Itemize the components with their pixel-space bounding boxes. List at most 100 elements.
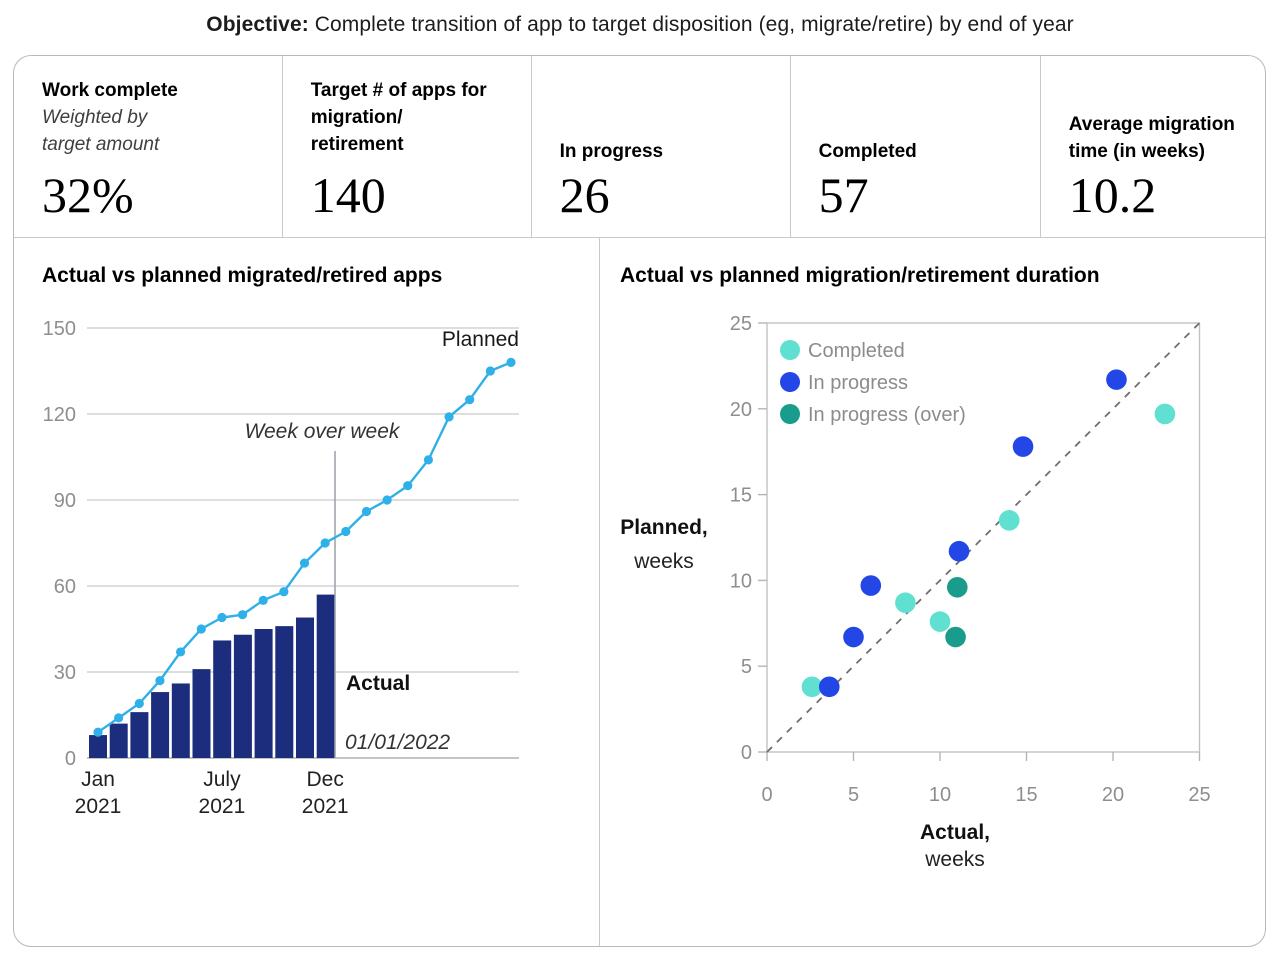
scatter-point-completed <box>801 676 823 698</box>
kpi-completed: Completed 57 <box>789 56 1040 237</box>
y-axis-tick-label: 25 <box>730 313 752 335</box>
kpi-target-apps: Target # of apps for migration/ retireme… <box>281 56 531 237</box>
planned-line-point <box>299 558 310 568</box>
actual-bar <box>254 629 273 758</box>
y-axis-tick-label: 90 <box>54 490 76 512</box>
planned-line-point <box>361 506 372 517</box>
y-axis-tick-label: 150 <box>43 318 76 340</box>
x-axis-tick-label: 10 <box>929 784 951 806</box>
planned-line-point <box>176 647 186 657</box>
planned-line-point <box>258 595 268 605</box>
actual-bar <box>89 735 107 758</box>
actual-bar <box>213 640 232 758</box>
y-axis-title: Planned, <box>620 516 708 539</box>
x-axis-tick-label: 25 <box>1188 784 1210 806</box>
scatter-point-completed <box>929 611 951 632</box>
planned-line-point <box>237 610 248 620</box>
migrated-apps-chart: 0 30 60 90 120 150 Jan 2021 July 2021 Dec 2021 Plann… <box>43 318 519 818</box>
planned-line-point <box>506 357 516 367</box>
x-axis-tick-label: Dec <box>306 768 343 791</box>
y-axis-title-units: weeks <box>633 550 694 573</box>
legend-label-in-progress-over: In progress (over) <box>808 404 966 426</box>
kpi-label: Average migration time (in weeks) <box>1068 114 1235 162</box>
planned-line-point <box>423 455 433 465</box>
scatter-point-in-progress-over <box>947 576 968 598</box>
cutoff-date-label: 01/01/2022 <box>345 731 450 754</box>
actual-bar <box>151 692 170 758</box>
scatter-point-in-progress <box>818 676 840 698</box>
x-axis-tick-label: 0 <box>761 784 772 806</box>
actual-bar <box>316 594 335 758</box>
y-axis-tick-label: 20 <box>730 399 752 421</box>
legend-swatch-in-progress-over <box>780 404 800 424</box>
y-axis-tick-label: 120 <box>43 404 76 426</box>
y-axis-tick-label: 30 <box>54 662 76 684</box>
kpi-avg-migration-time: Average migration time (in weeks) 10.2 <box>1039 56 1265 237</box>
charts-area: 0 30 60 90 120 150 Jan 2021 July 2021 Dec 2021 Plann… <box>14 238 1265 946</box>
x-axis-tick-label: Jan <box>81 768 115 791</box>
kpi-in-progress: In progress 26 <box>530 56 790 237</box>
x-axis-tick-label: 5 <box>848 784 859 806</box>
left-chart-title: Actual vs planned migrated/retired apps <box>42 264 443 287</box>
actual-bar <box>171 683 190 758</box>
migrated-apps-panel: 0 30 60 90 120 150 Jan 2021 July 2021 Dec 2021 Plann… <box>14 238 599 946</box>
planned-line-point <box>485 366 495 376</box>
actual-bar <box>192 669 211 758</box>
legend-swatch-completed <box>780 340 800 360</box>
plot-border <box>766 322 1201 753</box>
planned-line-point <box>114 713 124 723</box>
actual-bar <box>109 723 128 758</box>
planned-line-point <box>341 526 351 537</box>
kpi-value: 57 <box>818 167 869 223</box>
objective-header: Objective: Complete transition of app to… <box>0 13 1280 37</box>
actual-bar <box>233 634 252 758</box>
right-chart-title: Actual vs planned migration/retirement d… <box>620 264 1100 287</box>
planned-line-point <box>403 481 413 491</box>
y-axis-tick-label: 0 <box>65 748 76 770</box>
kpi-label: Completed <box>818 141 917 162</box>
kpi-label: Target # of apps for migration/ retireme… <box>310 80 487 155</box>
actual-bar <box>275 626 294 758</box>
planned-line-point <box>196 624 206 634</box>
kpi-value: 32% <box>42 167 134 223</box>
kpi-label: In progress <box>559 141 664 162</box>
actual-bar <box>296 617 314 758</box>
x-axis-title-units: weeks <box>924 848 985 871</box>
kpi-sublabel: Weighted by target amount <box>42 107 160 155</box>
planned-line-point <box>465 395 475 405</box>
scatter-point-in-progress <box>1012 436 1034 457</box>
scatter-point-completed <box>895 592 916 614</box>
planned-line-point <box>134 698 144 709</box>
duration-scatter-chart: 0 5 10 15 20 25 0 5 10 15 20 25 Completed In progress… <box>620 313 1210 871</box>
kpi-value: 10.2 <box>1068 167 1157 223</box>
planned-line-point <box>320 538 330 548</box>
parity-diagonal-line <box>766 322 1201 753</box>
kpi-value: 140 <box>310 167 386 223</box>
scatter-point-in-progress-over <box>945 626 966 648</box>
planned-line-point <box>444 412 454 422</box>
actual-bars-label: Actual <box>346 672 410 695</box>
x-axis-title: Actual, <box>920 821 990 844</box>
y-axis-tick-label: 15 <box>730 485 752 507</box>
x-axis-tick-label: 2021 <box>302 795 349 818</box>
scatter-point-completed <box>998 510 1020 531</box>
planned-line-point <box>217 612 227 623</box>
x-axis-tick-label: 2021 <box>75 795 122 818</box>
kpi-value: 26 <box>559 167 610 223</box>
y-axis-tick-label: 10 <box>730 570 752 592</box>
week-over-week-label: Week over week <box>245 420 401 443</box>
objective-label: Objective: <box>206 13 309 36</box>
dashboard-card: Work complete Weighted by target amount … <box>13 55 1266 947</box>
legend-swatch-in-progress <box>780 372 800 392</box>
scatter-point-in-progress <box>948 540 970 562</box>
scatter-point-in-progress <box>860 575 882 596</box>
scatter-point-completed <box>1154 403 1176 425</box>
y-axis-tick-label: 0 <box>741 742 752 764</box>
planned-line-point <box>279 587 289 597</box>
legend-label-completed: Completed <box>808 340 905 362</box>
y-axis-tick-label: 60 <box>54 576 76 598</box>
y-axis-tick-label: 5 <box>741 656 752 678</box>
planned-line-point <box>155 676 165 686</box>
scatter-point-in-progress <box>843 626 864 648</box>
kpi-label: Work complete <box>42 80 178 101</box>
